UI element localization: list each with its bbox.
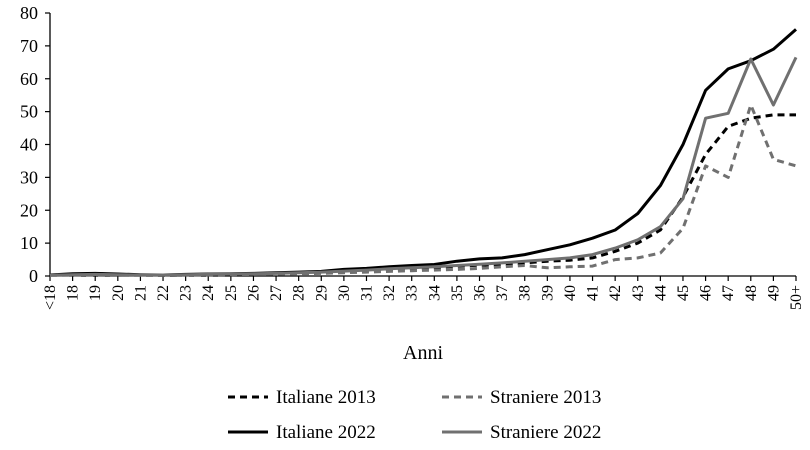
x-tick-label: 25 [223, 285, 240, 301]
x-tick-label: 27 [268, 285, 285, 301]
x-tick-label: <18 [42, 285, 59, 310]
x-tick-labels: <18 18 19 20 21 22 23 24 25 26 27 28 29 30 31 32 33 34 35 3… [42, 285, 805, 310]
series-line-straniere-2022 [49, 56, 798, 277]
x-tick-label: 48 [743, 285, 760, 301]
x-tick-label: 40 [562, 285, 579, 301]
x-tick-label: 50+ [788, 285, 805, 310]
x-tick-label: 22 [155, 285, 172, 301]
x-tick-label: 36 [472, 285, 489, 301]
axes [45, 12, 797, 281]
x-tick-label: 21 [132, 285, 149, 301]
x-tick-label: 37 [494, 285, 511, 301]
x-tick-label: 20 [110, 285, 127, 301]
y-tick-label: 50 [20, 102, 38, 122]
series-lines [49, 28, 798, 277]
y-tick-label: 10 [20, 233, 38, 253]
x-tick-label: 45 [675, 285, 692, 301]
y-tick-label: 80 [20, 3, 38, 23]
x-tick-label: 23 [178, 285, 195, 301]
x-tick-label: 31 [358, 285, 375, 301]
x-tick-label: 35 [449, 285, 466, 301]
x-tick-label: 44 [652, 285, 669, 301]
legend-label: Straniere 2013 [490, 387, 601, 408]
x-tick-label: 49 [765, 285, 782, 301]
x-tick-label: 30 [336, 285, 353, 301]
y-tick-label: 20 [20, 200, 38, 220]
x-tick-label: 33 [404, 285, 421, 301]
x-tick-label: 28 [291, 285, 308, 301]
x-tick-label: 18 [65, 285, 82, 301]
x-tick-label: 26 [245, 285, 262, 301]
legend-label: Italiane 2022 [276, 422, 376, 443]
y-tick-label: 40 [20, 135, 38, 155]
x-tick-label: 43 [630, 285, 647, 301]
x-axis-title: Anni [403, 342, 443, 364]
y-tick-label: 0 [29, 266, 38, 286]
legend-label: Straniere 2022 [490, 422, 601, 443]
x-tick-label: 19 [87, 285, 104, 301]
legend-label: Italiane 2013 [276, 387, 376, 408]
x-tick-label: 32 [381, 285, 398, 301]
legend: Italiane 2013 Straniere 2013 Italiane 2022… [228, 387, 601, 443]
x-tick-label: 24 [200, 285, 217, 301]
series-line-italiane-2022 [49, 28, 797, 277]
x-tick-label: 34 [426, 285, 443, 301]
x-tick-label: 42 [607, 285, 624, 301]
x-tick-label: 41 [585, 285, 602, 301]
y-tick-label: 30 [20, 167, 38, 187]
y-tick-label: 60 [20, 69, 38, 89]
y-tick-labels: 0 10 20 30 40 50 60 70 80 [20, 3, 38, 286]
y-tick-label: 70 [20, 36, 38, 56]
x-tick-label: 38 [517, 285, 534, 301]
x-tick-label: 29 [313, 285, 330, 301]
x-tick-label: 39 [539, 285, 556, 301]
x-tick-label: 47 [720, 285, 737, 301]
x-tick-label: 46 [698, 285, 715, 301]
